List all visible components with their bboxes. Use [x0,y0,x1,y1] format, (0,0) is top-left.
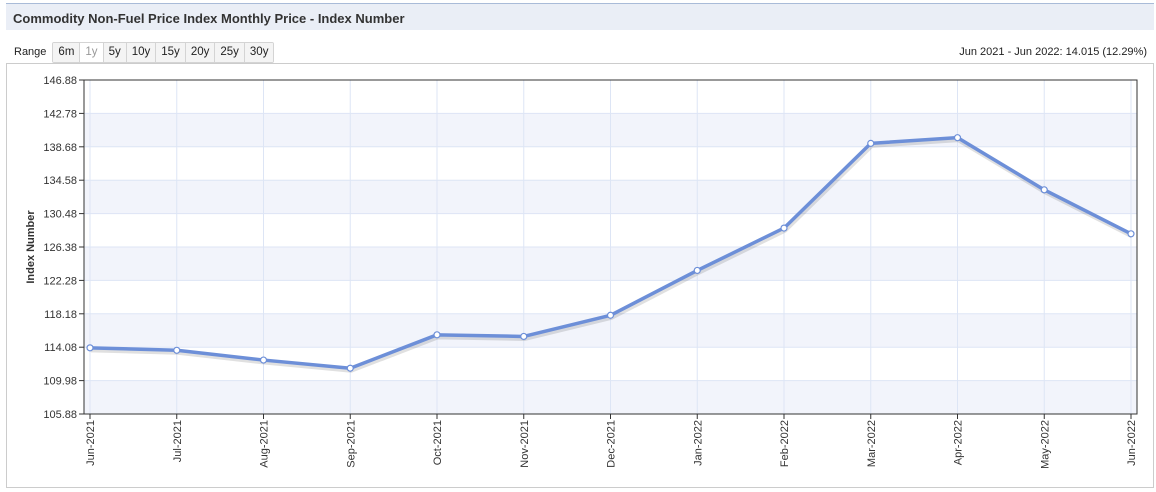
y-axis-ticks: 105.88 109.98 114.08 118.18 122.28 126.38 130.… [43,75,84,421]
data-point [780,224,788,232]
range-button-15y[interactable]: 15y [156,42,186,62]
y-tick-label: 105.88 [43,409,77,421]
data-point [867,139,875,147]
chart-title: Commodity Non-Fuel Price Index Monthly P… [13,11,405,26]
range-button-1y[interactable]: 1y [80,42,104,62]
data-point [173,346,181,354]
chart-header: Commodity Non-Fuel Price Index Monthly P… [6,3,1154,30]
y-tick-label: 118.18 [44,309,77,321]
range-button-5y[interactable]: 5y [103,42,127,62]
x-tick-label: Sep-2021 [345,420,357,468]
x-tick-label: Mar-2022 [866,420,878,467]
y-tick-label: 138.68 [43,142,77,154]
data-point [606,311,615,319]
range-button-20y[interactable]: 20y [185,42,216,62]
x-tick-label: Apr-2022 [953,420,965,465]
x-tick-label: Aug-2021 [259,420,271,468]
period-change-summary: Jun 2021 - Jun 2022: 14.015 (12.29%) [959,46,1147,58]
range-label: Range [14,46,47,58]
data-point [259,356,268,364]
grid-lines [84,79,1137,415]
x-tick-label: Jul-2021 [172,420,184,462]
y-tick-label: 146.88 [43,75,77,87]
data-point [953,134,962,142]
data-point [86,344,94,352]
chart-frame [6,63,1154,488]
data-point [346,364,354,372]
data-point [1040,186,1048,194]
x-tick-label: Jun-2022 [1126,420,1138,466]
data-points [86,134,1135,372]
data-point [1127,230,1135,238]
range-button-group: 6m 1y 5y 10y 15y 20y 25y 30y [52,41,275,63]
y-tick-label: 130.48 [43,209,77,221]
x-tick-label: Nov-2021 [519,420,531,468]
x-axis-ticks: Jun-2021 Jul-2021 Aug-2021 Sep-2021 Oct-2021… [85,414,1138,469]
x-tick-label: May-2022 [1039,420,1051,469]
data-point [520,332,528,341]
x-tick-label: Oct-2021 [432,420,444,465]
data-point [433,331,441,339]
x-tick-label: Feb-2022 [779,420,791,467]
y-tick-label: 126.38 [43,242,77,254]
y-tick-label: 142.78 [43,108,77,120]
x-tick-label: Dec-2021 [606,420,618,468]
range-button-10y[interactable]: 10y [126,42,157,62]
y-tick-label: 122.28 [43,275,77,287]
range-button-6m[interactable]: 6m [53,42,81,62]
y-tick-label: 109.98 [43,376,77,388]
data-point [693,266,701,275]
x-tick-label: Jan-2022 [692,420,704,466]
y-axis-label: Index Number [25,210,37,284]
y-tick-label: 114.08 [44,342,77,354]
y-tick-label: 134.58 [43,175,77,187]
range-button-25y[interactable]: 25y [215,42,245,62]
x-tick-label: Jun-2021 [85,420,97,466]
range-selector: Range 6m 1y 5y 10y 15y 20y 25y 30y [14,41,275,63]
range-button-30y[interactable]: 30y [244,42,274,62]
